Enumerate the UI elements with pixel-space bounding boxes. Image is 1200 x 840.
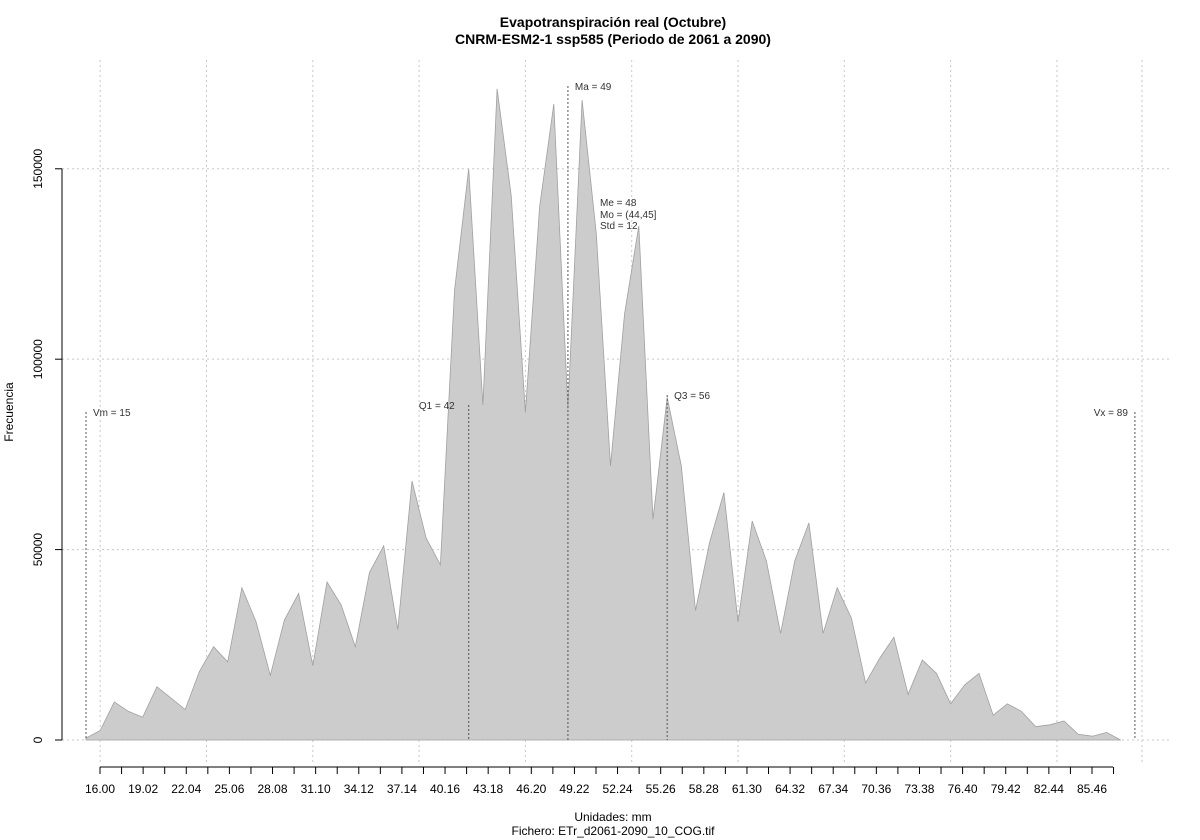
x-tick-label: 49.22 [559, 782, 589, 796]
x-axis-label: Unidades: mm [574, 810, 651, 824]
x-tick-label: 28.08 [258, 782, 288, 796]
stat-std-label: Std = 12 [600, 221, 638, 232]
frequency-area [85, 88, 1121, 741]
marker-label-q1: Q1 = 42 [419, 401, 455, 412]
x-tick-label: 73.38 [904, 782, 934, 796]
x-tick-label: 43.18 [473, 782, 503, 796]
x-tick-label: 58.28 [689, 782, 719, 796]
x-tick-label: 85.46 [1077, 782, 1107, 796]
x-tick-label: 37.14 [387, 782, 417, 796]
marker-label-vm: Vm = 15 [93, 408, 131, 419]
x-tick-label: 40.16 [430, 782, 460, 796]
y-tick-label: 0 [31, 736, 45, 743]
x-tick-label: 70.36 [861, 782, 891, 796]
y-tick-label: 150000 [31, 148, 45, 188]
chart-subtitle: CNRM-ESM2-1 ssp585 (Periodo de 2061 a 20… [455, 31, 771, 47]
x-tick-label: 22.04 [171, 782, 201, 796]
x-tick-label: 61.30 [732, 782, 762, 796]
x-tick-label: 31.10 [301, 782, 331, 796]
x-tick-label: 82.44 [1034, 782, 1064, 796]
y-tick-label: 100000 [31, 339, 45, 379]
x-tick-label: 19.02 [128, 782, 158, 796]
frequency-area-shape [85, 88, 1121, 741]
marker-label-vx: Vx = 89 [1094, 408, 1129, 419]
chart-title: Evapotranspiración real (Octubre) [500, 14, 726, 30]
marker-label-ma: Ma = 49 [575, 82, 612, 93]
y-axis-label: Frecuencia [2, 382, 16, 442]
x-tick-label: 64.32 [775, 782, 805, 796]
file-note: Fichero: ETr_d2061-2090_10_COG.tif [512, 824, 716, 838]
x-tick-label: 25.06 [214, 782, 244, 796]
y-tick-label: 50000 [31, 533, 45, 567]
x-tick-label: 76.40 [948, 782, 978, 796]
axes: 0 50000 100000 150000 16.00 19.02 22.04 25.06 28… [31, 148, 1115, 796]
x-tick-label: 16.00 [85, 782, 115, 796]
x-tick-label: 52.24 [603, 782, 633, 796]
x-tick-label: 55.26 [646, 782, 676, 796]
x-tick-label: 46.20 [516, 782, 546, 796]
stat-mode-label: Mo = (44,45] [600, 210, 657, 221]
x-tick-label: 34.12 [344, 782, 374, 796]
marker-label-q3: Q3 = 56 [674, 391, 710, 402]
statistic-markers: Vm = 15 Q1 = 42 Ma = 49 Q3 = 56 Vx = 89 [85, 82, 1136, 740]
stat-median-label: Me = 48 [600, 198, 637, 209]
x-tick-label: 67.34 [818, 782, 848, 796]
x-tick-label: 79.42 [991, 782, 1021, 796]
